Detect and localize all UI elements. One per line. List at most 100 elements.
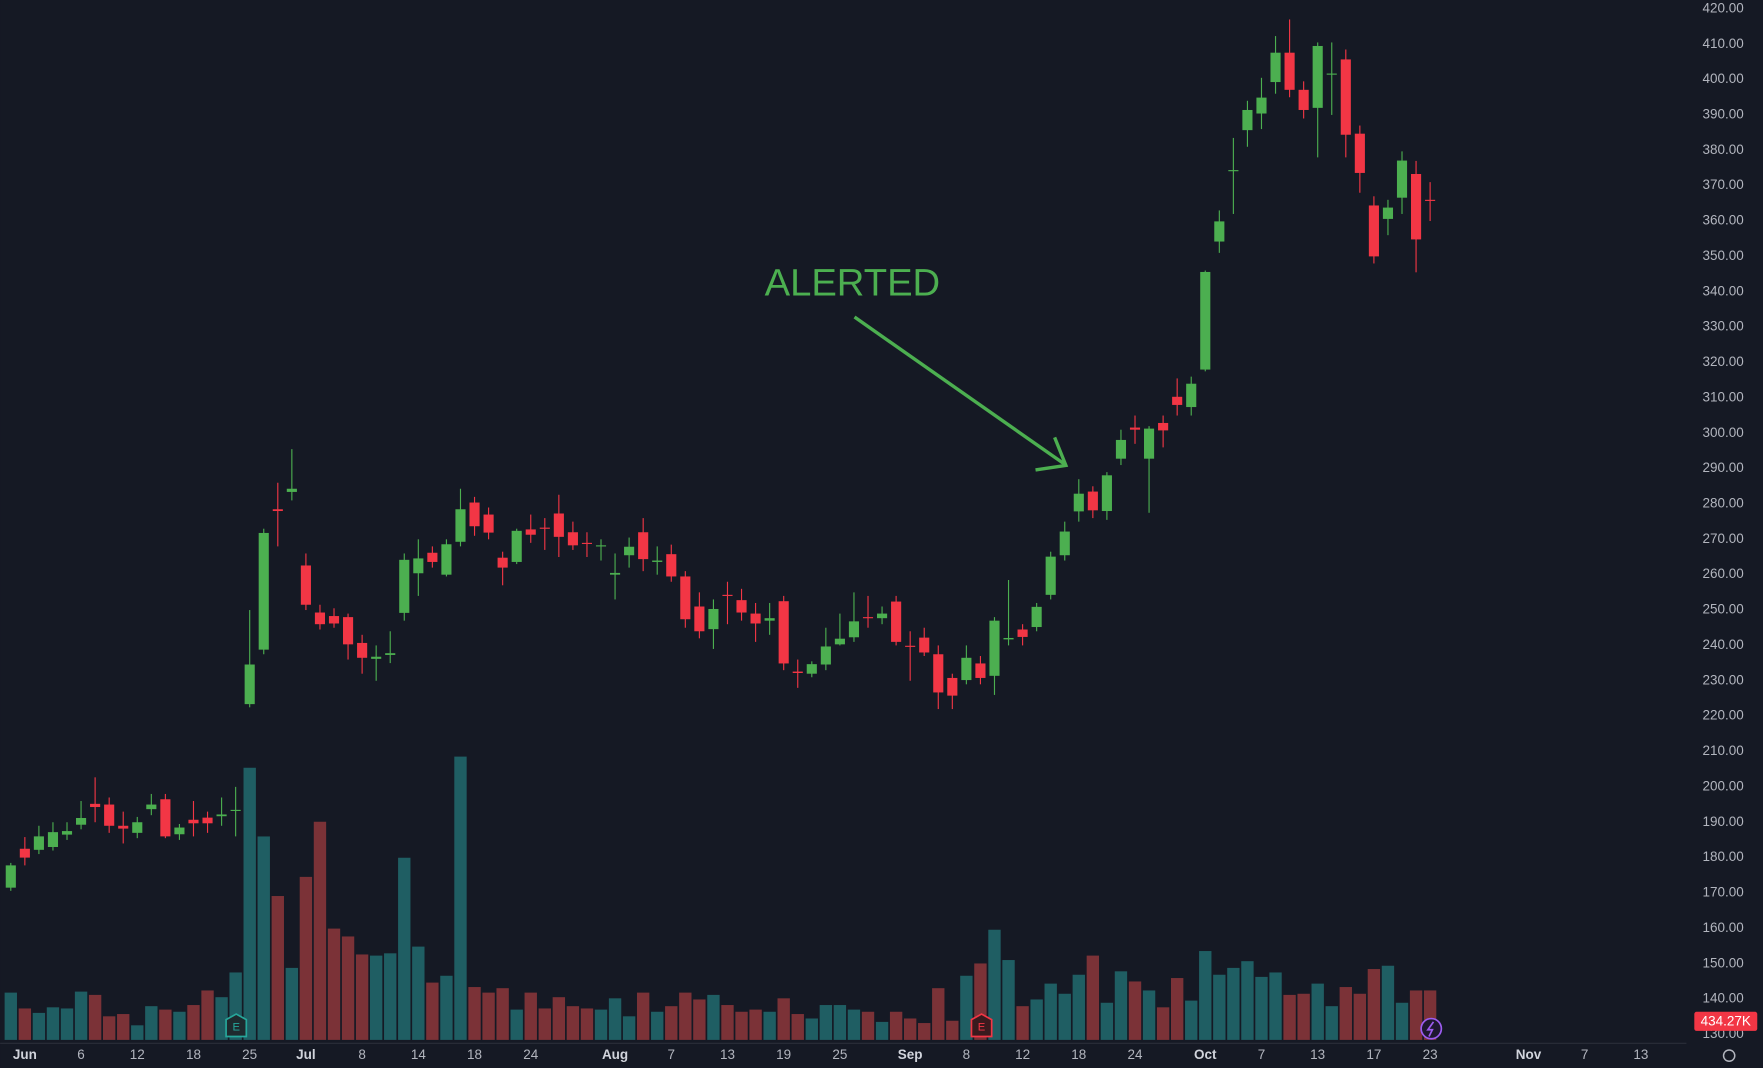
y-tick-label: 360.00 — [1703, 213, 1744, 228]
candle-body — [1115, 439, 1127, 459]
candle-body — [652, 560, 663, 562]
x-tick-label: Nov — [1516, 1047, 1542, 1062]
x-tick-label: Jul — [296, 1047, 315, 1062]
candle-body — [778, 601, 789, 664]
volume-bar — [1241, 961, 1254, 1040]
volume-bar — [932, 988, 945, 1040]
candle-body — [1073, 493, 1084, 512]
y-tick-label: 190.00 — [1703, 814, 1744, 829]
candle-body — [736, 600, 747, 613]
volume-bar — [665, 1006, 678, 1040]
candle-body — [497, 557, 508, 568]
y-tick-label: 370.00 — [1703, 177, 1744, 192]
candle-body — [483, 514, 494, 533]
volume-bar — [426, 982, 439, 1040]
volume-bar — [918, 1023, 931, 1040]
candle-body — [638, 532, 649, 560]
volume-label: 434.27K — [1701, 1013, 1751, 1028]
candle-body — [1298, 89, 1309, 110]
x-tick-label: 23 — [1423, 1047, 1438, 1062]
y-tick-label: 300.00 — [1703, 425, 1744, 440]
candle-body — [1256, 97, 1267, 114]
annotation: ALERTED — [765, 262, 1069, 472]
volume-bar — [1058, 993, 1071, 1040]
candle-body — [427, 552, 438, 562]
volume-bar — [791, 1014, 804, 1040]
volume-bar — [1297, 993, 1310, 1040]
candle-body — [1425, 199, 1436, 201]
y-tick-label: 210.00 — [1703, 743, 1744, 758]
candle-body — [5, 865, 16, 888]
y-tick-label: 310.00 — [1703, 389, 1744, 404]
candle-body — [1411, 173, 1422, 240]
candle-body — [132, 822, 143, 833]
volume-bar — [721, 1005, 734, 1040]
volume-bar — [187, 1005, 200, 1040]
volume-bar — [875, 1021, 889, 1040]
candle-body — [258, 532, 269, 650]
x-tick-label: Oct — [1194, 1047, 1217, 1062]
volume-bar — [131, 1025, 144, 1040]
volume-bar — [861, 1011, 875, 1040]
candle-body — [1031, 606, 1042, 628]
candle-body — [300, 565, 311, 605]
candle-body — [806, 664, 817, 674]
volume-bar — [271, 896, 284, 1040]
candle-body — [357, 642, 368, 658]
volume-bar — [159, 1009, 172, 1040]
candle-body — [834, 638, 845, 645]
candle-body — [1200, 271, 1211, 370]
volume-bar — [468, 987, 481, 1040]
volume-bar — [1100, 1002, 1114, 1040]
volume-bar — [1114, 971, 1128, 1040]
candle-body — [174, 827, 185, 835]
candle-body — [567, 532, 578, 546]
y-tick-label: 340.00 — [1703, 283, 1744, 298]
candle-body — [1382, 207, 1394, 219]
candle-body — [525, 529, 536, 535]
candle-body — [1101, 475, 1112, 512]
volume-bar — [1227, 967, 1240, 1040]
candle-body — [286, 488, 297, 492]
volume-bar — [313, 821, 327, 1040]
volume-bar — [285, 967, 299, 1040]
volume-bar — [1016, 1006, 1029, 1040]
candle-body — [722, 594, 733, 596]
candle-body — [1144, 428, 1155, 459]
candle-body — [792, 671, 803, 673]
annotation-text: ALERTED — [765, 262, 941, 305]
volume-bar — [18, 1008, 32, 1040]
candle-body — [947, 677, 958, 696]
y-tick-label: 290.00 — [1703, 460, 1744, 475]
candle-body — [90, 803, 101, 808]
volume-bar — [636, 992, 650, 1040]
volume-bar — [988, 929, 1001, 1040]
earnings-icon — [225, 1013, 248, 1038]
dividend-glyph — [1426, 1021, 1435, 1037]
y-tick-label: 280.00 — [1703, 496, 1744, 511]
candle-body — [61, 831, 73, 835]
settings-icon[interactable] — [1722, 1049, 1736, 1062]
candle-body — [19, 848, 30, 858]
candle-body — [328, 616, 340, 624]
volume-badge: 434.27K — [1694, 1011, 1758, 1031]
volume-bar — [173, 1011, 186, 1040]
candle-body — [160, 799, 171, 837]
candle-body — [820, 646, 831, 665]
x-tick-label: 12 — [1015, 1047, 1030, 1062]
volume-bar — [847, 1009, 861, 1040]
x-tick-label: 25 — [832, 1047, 847, 1062]
volume-bar — [1409, 990, 1423, 1040]
volume-bar — [412, 946, 425, 1040]
x-tick-label: 6 — [77, 1047, 85, 1062]
y-tick-label: 390.00 — [1703, 106, 1744, 121]
y-tick-label: 420.00 — [1703, 0, 1744, 15]
volume-bar — [243, 767, 256, 1040]
x-tick-label: 13 — [720, 1047, 735, 1062]
volume-bar — [777, 998, 790, 1040]
candle-body — [1186, 383, 1197, 408]
candle-body — [848, 621, 860, 638]
volume-bar — [299, 876, 313, 1040]
candle-body — [76, 817, 87, 825]
